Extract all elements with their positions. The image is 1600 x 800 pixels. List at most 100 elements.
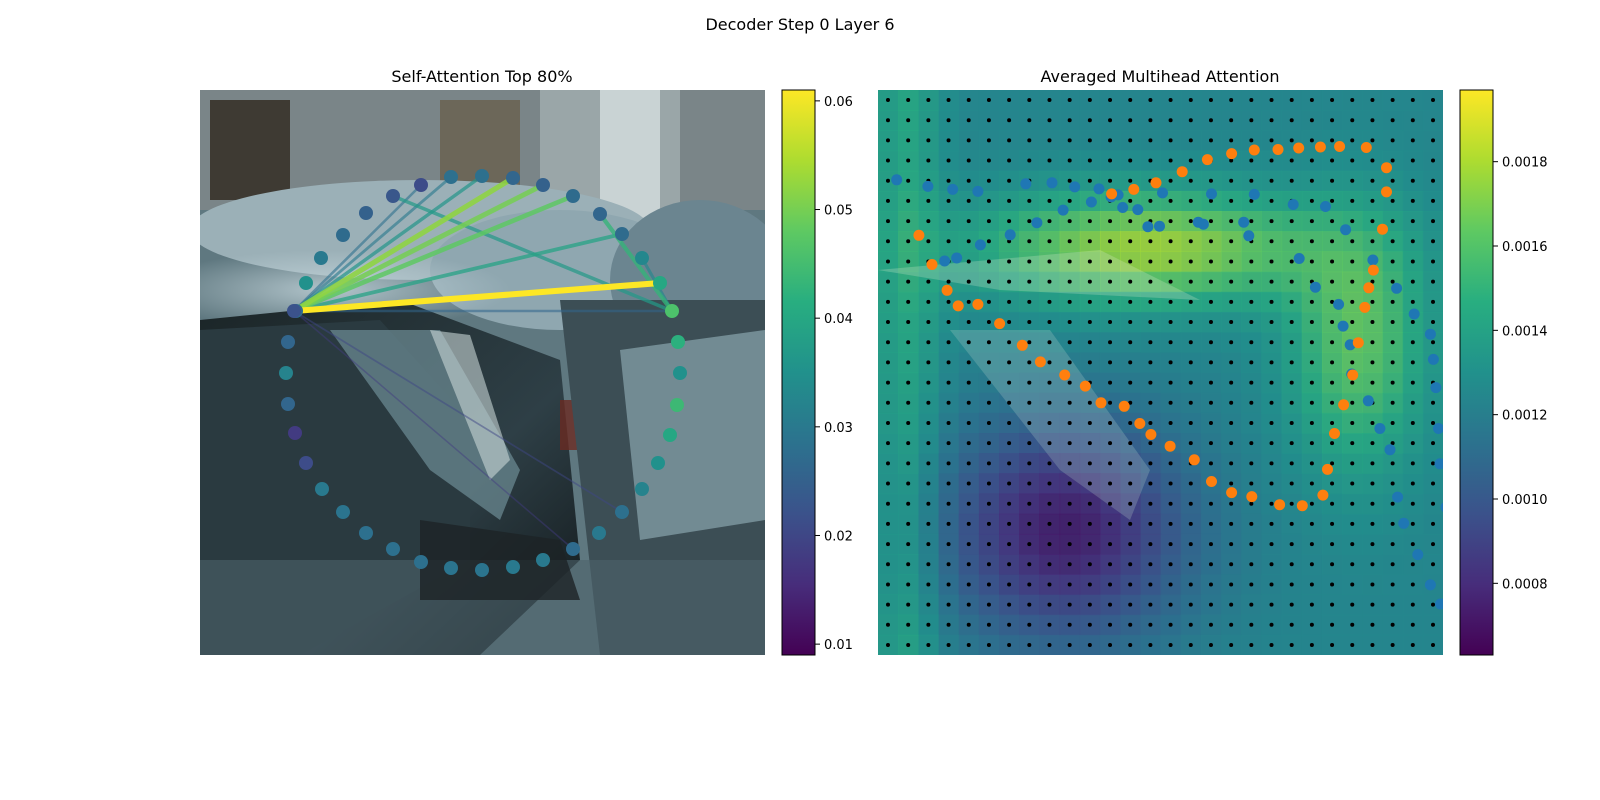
grid-dot: [886, 360, 890, 365]
series-point: [1226, 487, 1238, 499]
grid-dot: [1390, 158, 1395, 163]
grid-dot: [1067, 158, 1072, 163]
colorbar-tick-label: 0.0014: [1502, 324, 1548, 339]
grid-dot: [1148, 320, 1153, 325]
series-point: [1287, 199, 1299, 210]
grid-dot: [1067, 138, 1072, 143]
grid-dot: [946, 602, 951, 607]
grid-dot: [1188, 602, 1193, 607]
grid-dot: [1431, 501, 1435, 506]
series-point: [1381, 186, 1392, 198]
colorbar-tick-label: 0.04: [824, 312, 853, 327]
grid-dot: [1309, 622, 1314, 627]
grid-dot: [1148, 158, 1153, 163]
grid-dot: [1229, 239, 1234, 244]
grid-dot: [1289, 259, 1294, 264]
grid-dot: [886, 542, 890, 547]
grid-dot: [1087, 158, 1092, 163]
grid-dot: [1309, 178, 1314, 183]
grid-dot: [926, 481, 931, 486]
grid-dot: [1208, 198, 1213, 203]
grid-dot: [966, 380, 971, 385]
series-point: [1314, 141, 1326, 153]
grid-dot: [1148, 98, 1153, 102]
grid-dot: [1370, 299, 1375, 304]
grid-dot: [906, 420, 911, 425]
grid-dot: [966, 279, 971, 284]
grid-dot: [946, 542, 951, 547]
attention-edge: [292, 175, 453, 313]
colorbar-tick-label: 0.05: [824, 204, 853, 219]
series-point: [1329, 428, 1340, 439]
grid-dot: [926, 420, 931, 425]
grid-dot: [946, 481, 951, 486]
grid-dot: [1168, 138, 1173, 143]
series-point: [1412, 549, 1424, 561]
grid-dot: [1330, 582, 1335, 587]
grid-dot: [1047, 521, 1052, 526]
grid-dot: [1108, 138, 1113, 143]
heatmap-cells: [878, 90, 1443, 655]
grid-dot: [946, 198, 951, 203]
grid-dot: [886, 562, 890, 567]
grid-dot: [1330, 501, 1335, 506]
contour-point: [288, 426, 302, 440]
grid-dot: [1289, 138, 1294, 143]
grid-dot: [1269, 380, 1274, 385]
contour-point: [386, 542, 400, 556]
grid-dot: [1128, 400, 1133, 405]
contour-point: [566, 542, 580, 556]
colorbar-tick-label: 0.06: [824, 95, 853, 110]
grid-dot: [1289, 420, 1294, 425]
grid-dot: [1309, 299, 1314, 304]
series-point: [952, 300, 964, 312]
grid-dot: [1148, 420, 1153, 425]
series-point: [1142, 221, 1154, 233]
grid-dot: [1027, 219, 1032, 224]
grid-dot: [1027, 299, 1032, 304]
grid-dot: [1410, 501, 1415, 506]
grid-dot: [1350, 521, 1355, 526]
grid-dot: [966, 441, 971, 446]
grid-dot: [1007, 441, 1012, 446]
grid-dot: [1431, 420, 1435, 425]
grid-dot: [1007, 562, 1012, 567]
grid-dot: [966, 158, 971, 163]
grid-dot: [1249, 602, 1254, 607]
grid-dot: [1370, 521, 1375, 526]
grid-dot: [1047, 501, 1052, 506]
grid-dot: [1410, 138, 1415, 143]
grid-dot: [1350, 420, 1355, 425]
grid-dot: [1289, 118, 1294, 123]
grid-dot: [886, 98, 890, 102]
grid-dot: [926, 219, 931, 224]
grid-dot: [1350, 441, 1355, 446]
colorbar-tick-label: 0.03: [824, 421, 853, 436]
series-point: [1206, 476, 1217, 487]
colorbar-tick-label: 0.02: [824, 529, 853, 544]
series-point: [1363, 282, 1375, 294]
grid-dot: [1229, 219, 1234, 224]
series-point: [1334, 141, 1346, 152]
grid-dot: [1188, 178, 1193, 183]
grid-dot: [1108, 501, 1113, 506]
series-point: [1322, 463, 1333, 475]
attention-edge: [291, 175, 516, 314]
grid-dot: [1108, 441, 1113, 446]
grid-dot: [1350, 138, 1355, 143]
grid-dot: [1128, 521, 1133, 526]
grid-dot: [1027, 138, 1032, 143]
grid-dot: [1269, 340, 1274, 345]
grid-dot: [1410, 299, 1415, 304]
grid-dot: [1128, 98, 1133, 102]
grid-dot: [1289, 279, 1294, 284]
grid-dot: [966, 219, 971, 224]
grid-dot: [1330, 643, 1335, 647]
grid-dot: [906, 562, 911, 567]
grid-dot: [1148, 441, 1153, 446]
grid-dot: [1309, 219, 1314, 224]
right-panel: Averaged Multihead Attention 0.0008 0.001…: [878, 67, 1548, 656]
grid-dot: [1007, 461, 1012, 466]
grid-dot: [1208, 461, 1213, 466]
grid-dot: [886, 400, 890, 405]
